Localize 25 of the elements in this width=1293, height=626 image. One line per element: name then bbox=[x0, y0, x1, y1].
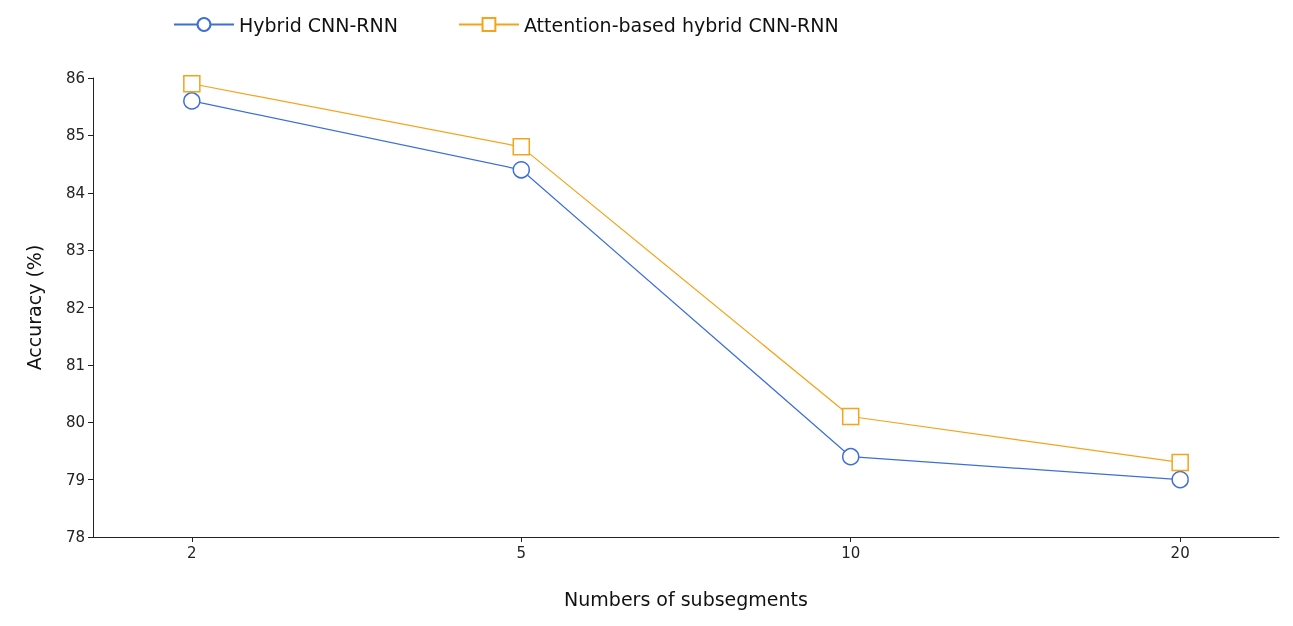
x-axis-title: Numbers of subsegments bbox=[564, 587, 808, 610]
point bbox=[1171, 453, 1189, 472]
x-tick-label: 2 bbox=[187, 543, 197, 562]
x-tick-label: 10 bbox=[841, 543, 861, 562]
y-tick-label: 78 bbox=[65, 528, 85, 546]
point bbox=[841, 447, 860, 466]
y-tick-label: 82 bbox=[65, 298, 85, 317]
point bbox=[183, 74, 201, 93]
y-tick-label: 83 bbox=[65, 241, 85, 260]
y-tick-label: 86 bbox=[65, 69, 85, 87]
x-tick-label: 20 bbox=[1170, 543, 1190, 562]
point bbox=[512, 161, 531, 179]
point bbox=[841, 407, 860, 426]
point bbox=[512, 138, 531, 156]
y-tick-label: 84 bbox=[65, 183, 85, 202]
point bbox=[1171, 470, 1189, 489]
x-tick-label: 5 bbox=[516, 543, 527, 562]
y-tick-label: 81 bbox=[65, 355, 85, 374]
y-tick-label: 80 bbox=[65, 413, 85, 432]
legend-label: Hybrid CNN-RNN bbox=[239, 13, 398, 36]
legend-label: Attention-based hybrid CNN-RNN bbox=[523, 13, 839, 36]
y-axis-title: Accuracy (%) bbox=[22, 244, 45, 371]
y-tick-label: 85 bbox=[65, 126, 85, 145]
point bbox=[183, 92, 201, 110]
y-tick-label: 79 bbox=[65, 470, 85, 489]
